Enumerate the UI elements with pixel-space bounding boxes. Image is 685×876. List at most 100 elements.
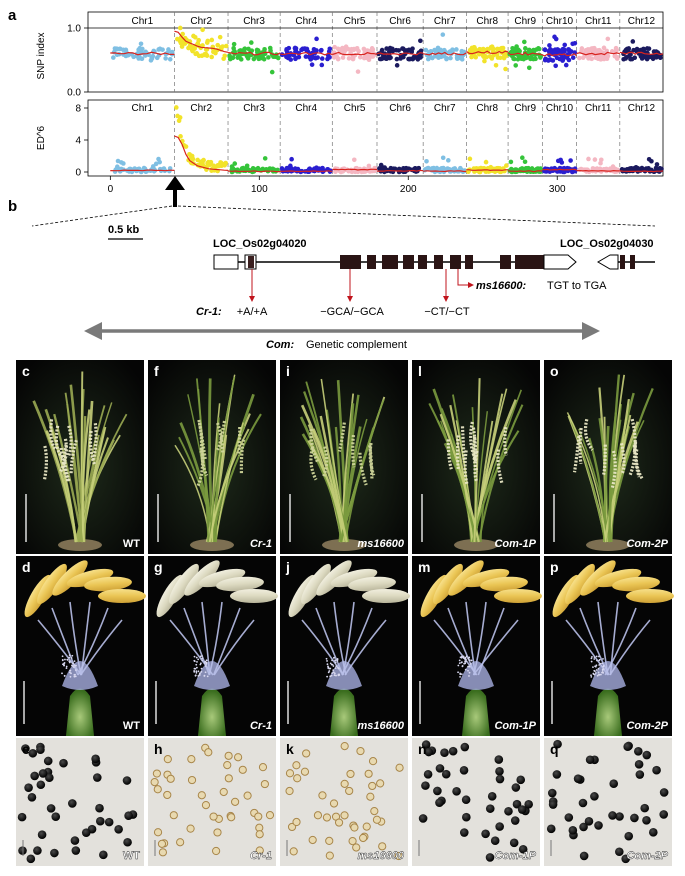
panel-letter: i (286, 363, 290, 379)
trend-line (174, 30, 229, 53)
panel-letter: l (418, 363, 422, 379)
snp-point (246, 46, 251, 52)
snp-point (526, 49, 531, 55)
snp-point (553, 36, 559, 42)
snp-point (570, 55, 576, 60)
snp-point (440, 32, 446, 37)
trend-line (619, 51, 664, 56)
snp-point (489, 44, 495, 49)
snp-point (554, 55, 560, 61)
snp-point (523, 46, 528, 51)
snp-point (482, 53, 487, 58)
trend-line (542, 168, 577, 171)
snp-point (319, 62, 325, 68)
snp-point (332, 44, 337, 50)
photo-panel-l: l Com-1P (412, 360, 540, 554)
panel-letter: k (286, 741, 294, 757)
xtick-label: 300 (549, 184, 566, 195)
cr1-arrow-2 (347, 269, 353, 302)
snp-point (514, 44, 519, 49)
snp-point (446, 158, 451, 163)
snp-point (200, 158, 205, 164)
snp-point (562, 42, 568, 48)
trend-line (466, 50, 509, 55)
chromosome-label: Chr11 (585, 103, 612, 114)
snp-point (510, 46, 516, 52)
chromosome-label: Chr8 (476, 103, 498, 114)
trend-line (174, 135, 229, 171)
snp-point (200, 27, 205, 33)
complement-arrow (84, 322, 600, 340)
snp-point (546, 49, 552, 54)
snp-point (394, 63, 400, 68)
snp-point (240, 51, 246, 57)
snp-point (218, 45, 224, 50)
scale-bar-label: 0.5 kb (108, 224, 139, 236)
snp-point (609, 49, 615, 54)
snp-point (163, 56, 168, 61)
xtick-label: 200 (400, 184, 417, 195)
snp-point (204, 40, 210, 45)
snp-point (555, 47, 560, 52)
snp-point (638, 54, 644, 59)
panel-b-label: b (8, 198, 17, 215)
snp-point (403, 50, 409, 55)
snp-point (157, 46, 163, 52)
snp-point (138, 41, 144, 47)
snp-point (304, 46, 310, 52)
xtick-label: 0 (108, 184, 114, 195)
com-label: Com: (266, 339, 294, 351)
snp-point (111, 55, 116, 60)
snp-point (446, 50, 452, 55)
snp-point (483, 159, 489, 165)
snp-point (590, 166, 596, 171)
snp-point (221, 56, 226, 62)
chromosome-label: Chr2 (190, 16, 212, 27)
zoom-line-right (177, 205, 656, 227)
snp-point (174, 105, 179, 110)
panel-letter: g (154, 559, 163, 575)
cr1-label: Cr-1: (196, 306, 222, 318)
snp-point (448, 55, 453, 61)
snp-point (522, 159, 528, 165)
snp-point (628, 52, 633, 57)
snp-point (593, 55, 599, 61)
snp-point (137, 45, 143, 51)
chromosome-label: Chr6 (389, 103, 411, 114)
snp-point (230, 55, 236, 61)
snp-point (487, 54, 493, 59)
panel-letter: d (22, 559, 31, 575)
ms16600-label: ms16600: (476, 280, 526, 292)
snp-point (143, 49, 149, 55)
snp-point (209, 37, 215, 43)
snp-point (439, 166, 444, 171)
snp-point (598, 157, 604, 163)
snp-point (262, 156, 268, 161)
trend-line (376, 52, 424, 56)
snp-point (131, 54, 136, 60)
snp-point (654, 162, 660, 167)
snp-point (116, 46, 122, 52)
snp-point (366, 57, 372, 63)
locus-arrow (165, 176, 185, 207)
snp-point (186, 45, 191, 51)
chromosome-label: Chr10 (546, 103, 574, 114)
trend-line (110, 51, 175, 56)
panel-letter: e (22, 741, 30, 757)
zoom-line-left (31, 205, 173, 227)
panel-caption: WT (123, 538, 140, 550)
trend-line (280, 170, 333, 173)
snp-point (455, 56, 460, 62)
chromosome-label: Chr9 (514, 16, 536, 27)
snp-point (200, 161, 205, 167)
ms16600-mutation: TGT to TGA (547, 280, 607, 292)
snp-point (241, 47, 247, 53)
chromosome-label: Chr5 (344, 16, 366, 27)
cr1-mutation-3: −CT/−CT (424, 306, 470, 318)
snp-point (496, 46, 502, 52)
photo-panel-h: h Cr-1 (148, 738, 276, 866)
snp-point (498, 55, 503, 61)
snp-point (459, 55, 465, 60)
snp-point (303, 54, 309, 59)
photo-panel-e: e WT (16, 738, 144, 866)
